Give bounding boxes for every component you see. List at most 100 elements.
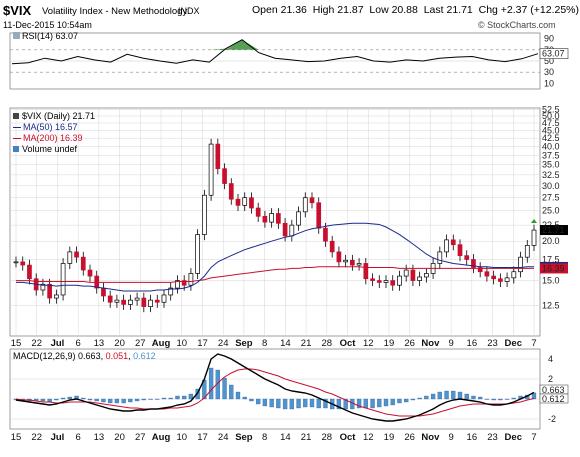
candle-body — [491, 275, 496, 280]
candle-body — [403, 269, 409, 277]
low-label: Low — [369, 4, 389, 16]
candle-body — [457, 244, 463, 256]
candle-body — [397, 275, 402, 286]
macd-hist-bar — [316, 398, 321, 409]
x-tick-price: 13 — [94, 338, 105, 349]
candle-body — [356, 263, 362, 266]
macd-hist-bar — [54, 398, 59, 401]
x-tick-macd: Dec — [505, 432, 522, 443]
macd-hist-bar — [343, 398, 348, 410]
candle-body — [175, 280, 180, 289]
last-price-tag-box — [540, 225, 568, 236]
macd-hist-bar — [363, 398, 368, 409]
macd-hist-bar — [471, 395, 476, 400]
macd-legend-signal: 0.051 — [105, 351, 129, 361]
candle-body — [477, 267, 483, 273]
candle-body — [101, 287, 106, 297]
candle-body — [222, 168, 227, 184]
x-tick-macd: Nov — [421, 432, 440, 443]
macd-hist-bar — [336, 398, 342, 410]
macd-hist-bar — [87, 398, 93, 401]
macd-hist-bar — [114, 398, 120, 404]
price-swatch-icon — [13, 113, 19, 119]
candle-body — [148, 299, 153, 307]
candle-body — [67, 251, 73, 264]
rsi-y-tick: 30 — [544, 67, 554, 77]
macd-hist-bar — [276, 398, 281, 409]
macd-legend-macd: 0.663 — [78, 351, 101, 361]
macd-line — [15, 353, 535, 422]
x-tick-price: 28 — [322, 338, 333, 349]
price-y-tick: 20.0 — [542, 236, 560, 246]
macd-hist-bar — [424, 395, 429, 400]
x-tick-macd: 9 — [448, 432, 453, 443]
candle-body — [511, 271, 517, 279]
candle-body — [518, 256, 523, 273]
price-y-tick: 37.5 — [542, 150, 560, 160]
candle-body — [269, 213, 274, 223]
x-tick-price: 10 — [176, 338, 187, 349]
x-tick-macd: 6 — [76, 432, 81, 443]
candle-body — [54, 294, 59, 299]
macd-hist-bar — [188, 393, 194, 400]
candle-body — [20, 261, 26, 266]
rsi-last-tag-box — [539, 48, 569, 59]
x-tick-price: Aug — [152, 338, 171, 349]
x-tick-price: Jul — [51, 338, 65, 349]
candle-body — [424, 273, 429, 278]
candle-body — [504, 277, 510, 282]
macd-hist-bar — [121, 398, 126, 404]
macd-hist-bar — [269, 398, 274, 408]
macd-last-tag: 0.663 — [542, 385, 565, 395]
macd-hist-bar — [417, 397, 422, 400]
candle-body — [524, 245, 530, 258]
price-y-tick: 50.0 — [542, 111, 560, 121]
watermark: © StockCharts.com — [478, 20, 556, 30]
macd-hist-bar — [383, 398, 389, 407]
macd-hist-bar — [323, 398, 328, 409]
exchange: INDX — [178, 6, 200, 16]
candle-body — [154, 299, 160, 303]
open-label: Open — [252, 4, 278, 16]
x-tick-macd: 16 — [467, 432, 478, 443]
macd-hist-bar — [444, 390, 449, 400]
x-tick-price: 6 — [76, 338, 81, 349]
macd-hist-bar — [370, 398, 375, 409]
macd-hist-bar — [289, 398, 294, 410]
x-axis-layer: 15 15 22 22 Jul Jul 6 6 13 13 20 20 27 27 Aug Aug 10 10 17… — [11, 338, 537, 443]
candle-body — [370, 278, 375, 281]
x-tick-price: 24 — [218, 338, 229, 349]
candle-body — [80, 256, 86, 271]
x-tick-macd: 13 — [94, 432, 105, 443]
chg-label: Chg — [478, 4, 498, 16]
candle-body — [376, 280, 382, 283]
candle-body — [181, 280, 187, 286]
chg-value: +2.37 (+12.25%) — [500, 4, 580, 16]
macd-y-tick: 4 — [548, 354, 553, 364]
x-tick-macd: 12 — [363, 432, 374, 443]
x-tick-macd: 15 — [11, 432, 22, 443]
macd-hist-bar — [249, 398, 254, 402]
x-tick-price: 16 — [467, 338, 478, 349]
macd-hist-bar — [256, 398, 261, 405]
x-tick-price: Oct — [340, 338, 357, 349]
legend-volume: Volume undef — [13, 144, 95, 155]
x-tick-price: 12 — [363, 338, 374, 349]
candle-body — [498, 278, 503, 282]
macd-hist-bar — [451, 390, 456, 400]
candle-body — [87, 269, 93, 277]
price-y-tick: 12.5 — [542, 300, 560, 310]
candle-body — [410, 269, 416, 281]
ma50-swatch-icon — [13, 127, 21, 129]
legend-price-text: $VIX (Daily) 21.71 — [22, 111, 96, 121]
macd-label: MACD(12,26,9) 0.663, 0.051, 0.612 — [13, 351, 156, 361]
candle-body — [276, 213, 281, 224]
x-tick-price: 15 — [11, 338, 22, 349]
price-y-tick: 42.5 — [542, 133, 560, 143]
candle-body — [383, 280, 389, 283]
x-tick-macd: 19 — [384, 432, 395, 443]
last-label: Last — [423, 4, 444, 16]
macd-hist-bar — [141, 398, 146, 401]
x-tick-macd: 22 — [31, 432, 42, 443]
